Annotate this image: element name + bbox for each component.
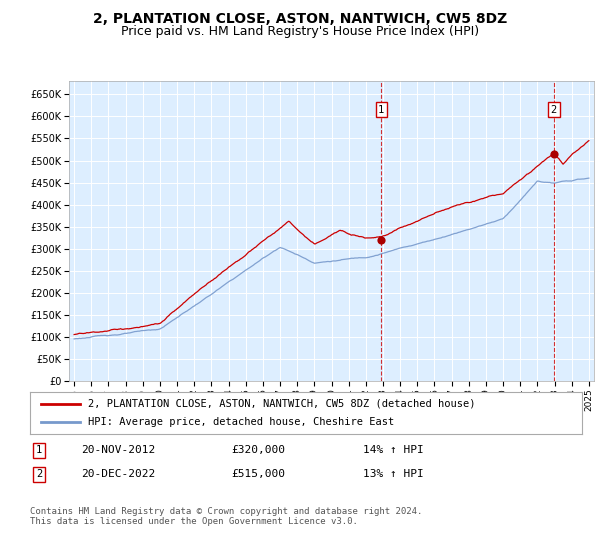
Text: £515,000: £515,000 xyxy=(231,469,285,479)
Text: £320,000: £320,000 xyxy=(231,445,285,455)
Text: 2, PLANTATION CLOSE, ASTON, NANTWICH, CW5 8DZ: 2, PLANTATION CLOSE, ASTON, NANTWICH, CW… xyxy=(93,12,507,26)
Text: 1: 1 xyxy=(378,105,385,115)
Text: 14% ↑ HPI: 14% ↑ HPI xyxy=(363,445,424,455)
Point xyxy=(549,150,559,158)
Text: 2: 2 xyxy=(36,469,42,479)
Text: HPI: Average price, detached house, Cheshire East: HPI: Average price, detached house, Ches… xyxy=(88,417,394,427)
Point xyxy=(376,235,386,244)
Text: 1: 1 xyxy=(36,445,42,455)
Text: Price paid vs. HM Land Registry's House Price Index (HPI): Price paid vs. HM Land Registry's House … xyxy=(121,25,479,38)
Text: Contains HM Land Registry data © Crown copyright and database right 2024.
This d: Contains HM Land Registry data © Crown c… xyxy=(30,507,422,526)
Text: 2, PLANTATION CLOSE, ASTON, NANTWICH, CW5 8DZ (detached house): 2, PLANTATION CLOSE, ASTON, NANTWICH, CW… xyxy=(88,399,475,409)
Text: 13% ↑ HPI: 13% ↑ HPI xyxy=(363,469,424,479)
Text: 2: 2 xyxy=(551,105,557,115)
Text: 20-NOV-2012: 20-NOV-2012 xyxy=(81,445,155,455)
Text: 20-DEC-2022: 20-DEC-2022 xyxy=(81,469,155,479)
